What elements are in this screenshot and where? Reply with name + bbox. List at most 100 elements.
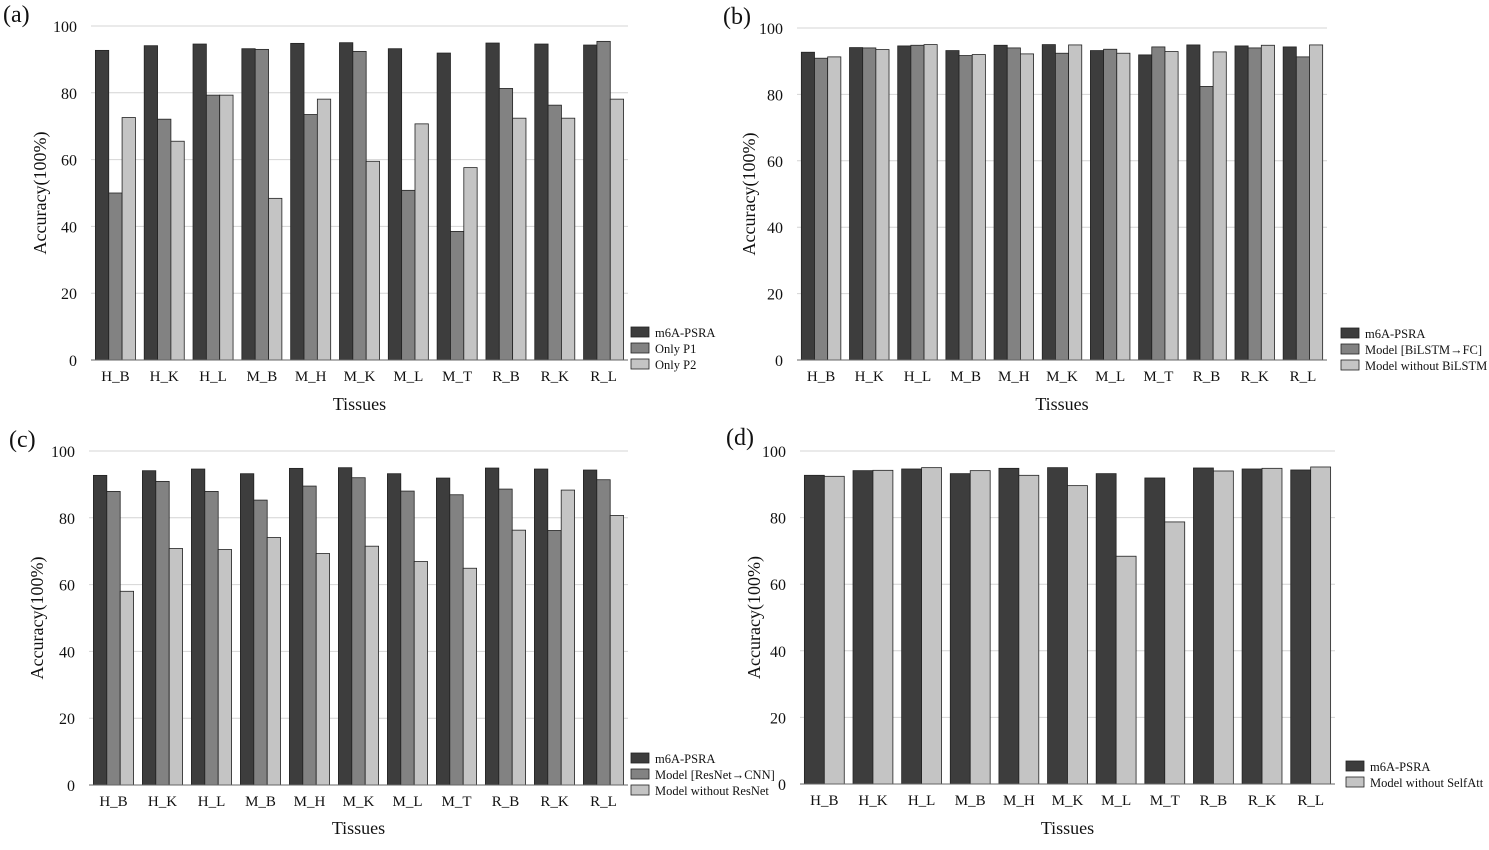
bar xyxy=(1290,469,1312,785)
bar xyxy=(1212,51,1227,361)
bar xyxy=(143,45,158,361)
bar xyxy=(168,548,183,786)
legend-swatch xyxy=(630,784,650,796)
y-tick-label: 60 xyxy=(770,577,786,594)
bar xyxy=(462,567,477,786)
y-tick-label: 100 xyxy=(759,21,783,38)
bar xyxy=(910,44,925,361)
bar xyxy=(583,469,598,786)
y-tick-label: 40 xyxy=(59,644,75,661)
legend-swatch xyxy=(630,342,650,354)
bar xyxy=(365,160,380,361)
bar xyxy=(969,470,991,785)
x-tick-label: M_B xyxy=(950,369,981,385)
bar xyxy=(852,470,874,785)
x-axis-label: Tissues xyxy=(1035,394,1088,414)
panel-label: (d) xyxy=(726,425,754,451)
x-tick-label: M_L xyxy=(393,369,423,385)
x-tick-label: H_L xyxy=(908,793,936,809)
bar xyxy=(1055,52,1069,361)
x-tick-label: M_T xyxy=(1150,793,1180,809)
bar xyxy=(1151,46,1166,361)
y-tick-label: 100 xyxy=(762,444,786,461)
bar xyxy=(1020,53,1034,361)
x-tick-label: M_B xyxy=(955,793,986,809)
x-tick-label: H_K xyxy=(150,369,179,385)
bar xyxy=(596,479,611,786)
bar xyxy=(414,123,429,361)
x-tick-label: R_K xyxy=(1248,793,1277,809)
bar xyxy=(351,477,366,786)
bar xyxy=(170,140,185,361)
legend-label: m6A-PSRA xyxy=(655,326,715,340)
bar xyxy=(241,48,256,361)
chart-panel-b: 0 20 40 60 80 100 H_B H_K H_L M_B M_H M_K M_L M_T R_B R… xyxy=(723,4,1487,414)
legend: m6A-PSRA Only P1 Only P2 xyxy=(630,326,715,372)
x-tick-label: M_K xyxy=(343,794,375,810)
bar xyxy=(1115,555,1137,785)
bar xyxy=(547,530,562,786)
y-tick-label: 0 xyxy=(775,353,783,370)
bar xyxy=(921,467,942,785)
bar xyxy=(862,47,877,361)
bar xyxy=(1006,47,1021,361)
x-tick-label: R_K xyxy=(1241,369,1270,385)
chart-panel-a: 0 20 40 60 80 100 H_B H_K H_L M_B M_H M_K M_L M_T R_B R… xyxy=(3,2,715,414)
bar xyxy=(485,42,500,361)
legend-label: m6A-PSRA xyxy=(1370,760,1430,774)
x-tick-label: R_K xyxy=(541,369,570,385)
bar xyxy=(387,473,402,786)
bar xyxy=(1041,44,1056,361)
x-tick-label: H_K xyxy=(148,794,177,810)
bar xyxy=(971,54,986,361)
legend-swatch xyxy=(630,752,650,764)
bar xyxy=(1310,466,1332,785)
bar xyxy=(1164,521,1186,785)
bar xyxy=(1164,51,1179,361)
x-tick-label: M_H xyxy=(1003,793,1035,809)
legend-swatch xyxy=(1345,776,1365,788)
bar xyxy=(119,590,134,786)
legend-swatch xyxy=(630,358,650,370)
x-tick-label: H_B xyxy=(807,369,835,385)
y-tick-label: 60 xyxy=(59,578,75,595)
legend-swatch xyxy=(630,326,650,338)
x-tick-label: H_L xyxy=(199,369,227,385)
x-tick-label: R_B xyxy=(492,794,520,810)
bar xyxy=(547,104,562,361)
bar xyxy=(303,114,318,361)
bar xyxy=(302,485,317,786)
bar xyxy=(413,561,428,786)
bar xyxy=(901,468,922,785)
bar xyxy=(958,55,973,361)
bar xyxy=(240,473,255,786)
y-tick-label: 20 xyxy=(59,711,75,728)
bar xyxy=(800,51,815,361)
legend-label: Only P2 xyxy=(655,358,696,372)
y-tick-label: 40 xyxy=(767,220,783,237)
x-axis-label: Tissues xyxy=(333,394,386,414)
x-tick-label: M_K xyxy=(344,369,376,385)
x-tick-label: M_L xyxy=(1095,369,1125,385)
bar xyxy=(219,94,234,361)
bar xyxy=(498,88,514,361)
bar xyxy=(1260,44,1275,361)
x-tick-label: H_K xyxy=(855,369,884,385)
bar xyxy=(191,468,206,786)
panel-label: (c) xyxy=(9,427,36,453)
bar xyxy=(511,529,526,786)
x-tick-label: R_B xyxy=(1193,369,1221,385)
y-tick-label: 20 xyxy=(767,287,783,304)
y-tick-label: 80 xyxy=(61,86,77,103)
legend: m6A-PSRA Model [ResNet→CNN] Model without … xyxy=(630,752,775,798)
bar xyxy=(849,47,864,361)
y-tick-label: 100 xyxy=(51,444,75,461)
panel-label: (a) xyxy=(3,2,30,28)
x-tick-label: R_K xyxy=(540,794,569,810)
bar xyxy=(897,45,912,361)
bar xyxy=(436,477,451,786)
bar xyxy=(155,480,170,786)
x-tick-label: H_B xyxy=(99,794,127,810)
legend-swatch xyxy=(1340,343,1360,355)
y-tick-label: 0 xyxy=(69,353,77,370)
